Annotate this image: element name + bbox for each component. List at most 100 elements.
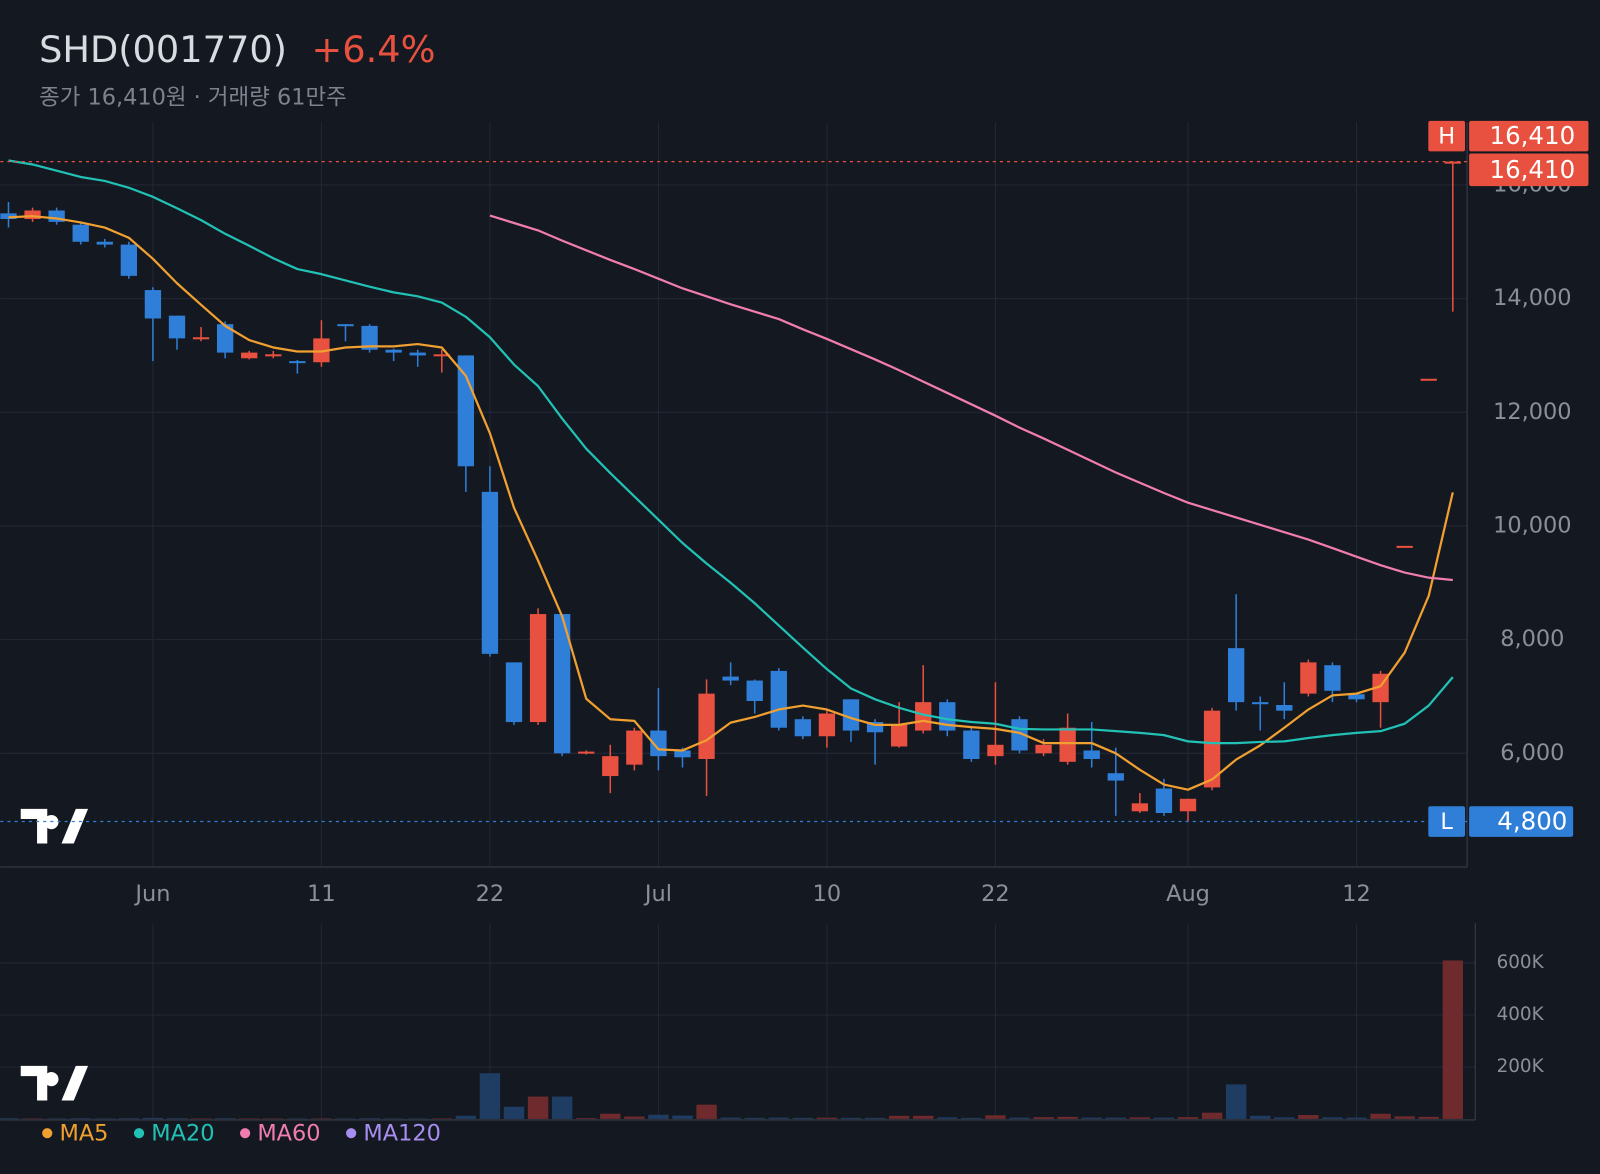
legend-label: MA5 xyxy=(59,1121,108,1147)
candle-body xyxy=(1203,710,1221,788)
volume-bar xyxy=(1105,1117,1126,1119)
volume-bar xyxy=(22,1118,43,1119)
volume-bar xyxy=(1225,1084,1247,1119)
volume-bar xyxy=(576,1118,597,1119)
candle-body xyxy=(0,213,17,220)
legend-label: MA60 xyxy=(257,1121,320,1147)
volume-tick-label: 200K xyxy=(1497,1056,1545,1077)
candle-body xyxy=(1179,798,1197,812)
candle-body xyxy=(1276,704,1293,711)
volume-bar xyxy=(431,1118,452,1119)
volume-bar xyxy=(70,1118,91,1119)
volume-bar xyxy=(503,1106,525,1119)
volume-bar xyxy=(961,1117,982,1119)
volume-bar xyxy=(888,1115,910,1119)
last-price-box xyxy=(1469,153,1589,187)
change: +6.4% xyxy=(311,27,435,70)
x-tick-label: Jul xyxy=(643,881,672,907)
candle-body xyxy=(602,756,619,777)
volume-tick-label: 600K xyxy=(1497,952,1545,973)
volume-bar xyxy=(696,1104,717,1119)
volume-bar xyxy=(0,1118,19,1119)
logo xyxy=(20,808,89,1101)
volume-bar xyxy=(864,1117,886,1119)
candle-body xyxy=(1059,727,1076,762)
volume-bar xyxy=(142,1117,164,1119)
legend-marker xyxy=(42,1128,53,1139)
volume-bar xyxy=(1009,1117,1030,1119)
volume-tick-label: 400K xyxy=(1497,1004,1545,1025)
price-name: H xyxy=(1438,124,1455,150)
x-tick-label: Jun xyxy=(133,881,170,907)
candle-body xyxy=(265,354,282,357)
candle-body xyxy=(794,719,812,737)
candle-body xyxy=(1324,665,1341,691)
legend-label: MA120 xyxy=(363,1121,440,1147)
y-tick-label: 14,000 xyxy=(1493,285,1571,311)
y-tick-label: 8,000 xyxy=(1500,626,1564,652)
price-value-box xyxy=(1469,806,1574,837)
candle-body xyxy=(529,614,547,723)
volume-bar xyxy=(190,1118,212,1119)
volume-bar xyxy=(383,1118,404,1119)
candle-body xyxy=(866,722,884,733)
price-value-label: 4,800 xyxy=(1497,807,1567,836)
overlay: H 16,410 L 4,800 16,410 MA5 MA20 MA60 MA120 xyxy=(0,120,1589,1147)
candle-body xyxy=(1444,161,1461,164)
x-tick-label: 12 xyxy=(1342,881,1371,907)
volume-bar xyxy=(311,1118,332,1119)
volume-bar xyxy=(166,1118,188,1119)
volume-bar xyxy=(118,1118,140,1119)
volume-bar xyxy=(94,1118,115,1119)
volume-bar xyxy=(744,1117,765,1119)
candle-body xyxy=(1300,662,1317,694)
volume-bar xyxy=(239,1118,260,1119)
volume-bar xyxy=(1394,1116,1415,1119)
candle-body xyxy=(746,680,763,702)
candle-body xyxy=(433,354,450,357)
volume-bar xyxy=(287,1118,308,1119)
volume-bar xyxy=(720,1117,741,1119)
last-price-label: 16,410 xyxy=(1490,155,1576,184)
volume-bar xyxy=(840,1117,862,1119)
price-name-box xyxy=(1428,120,1466,152)
legend-marker xyxy=(240,1128,251,1139)
x-tick-label: 22 xyxy=(476,881,505,907)
volume-bar xyxy=(551,1096,573,1119)
volume-bar xyxy=(1298,1115,1319,1119)
candle-body xyxy=(915,702,932,731)
candle-body xyxy=(120,244,138,276)
volume-bar xyxy=(1346,1117,1367,1119)
volume-bar xyxy=(335,1118,356,1119)
volume-bar xyxy=(1057,1116,1078,1119)
volume-bar xyxy=(1250,1115,1271,1119)
candle-body xyxy=(1227,648,1245,703)
candle-body xyxy=(1420,378,1437,381)
candle-body xyxy=(818,713,836,737)
candle-body xyxy=(48,210,65,222)
candle-body xyxy=(1107,773,1124,781)
volume-bar xyxy=(1442,960,1463,1119)
x-tick-label: 22 xyxy=(981,881,1010,907)
volume-bar xyxy=(214,1118,236,1119)
legend-marker xyxy=(346,1128,357,1139)
volume-bar xyxy=(648,1114,669,1119)
candle-body xyxy=(24,210,41,220)
candle-body xyxy=(1035,744,1052,754)
candle-body xyxy=(241,352,258,359)
volume-bar xyxy=(1177,1117,1199,1119)
candle-body xyxy=(1348,694,1365,700)
volume-bar xyxy=(1081,1117,1102,1119)
candle-body xyxy=(1252,702,1269,705)
volume-bar xyxy=(359,1118,380,1119)
candle-body xyxy=(168,315,186,339)
logo-mark xyxy=(20,1065,89,1101)
volume-bar xyxy=(263,1118,284,1119)
volume-bar xyxy=(600,1113,621,1119)
volume-bar xyxy=(527,1096,549,1119)
ma-line xyxy=(8,159,1454,745)
candle-body xyxy=(505,662,523,723)
grid: 6,0008,00010,00012,00014,00016,000200K40… xyxy=(0,122,1572,1119)
volume-bar xyxy=(816,1117,838,1119)
logo-mark xyxy=(20,808,89,844)
